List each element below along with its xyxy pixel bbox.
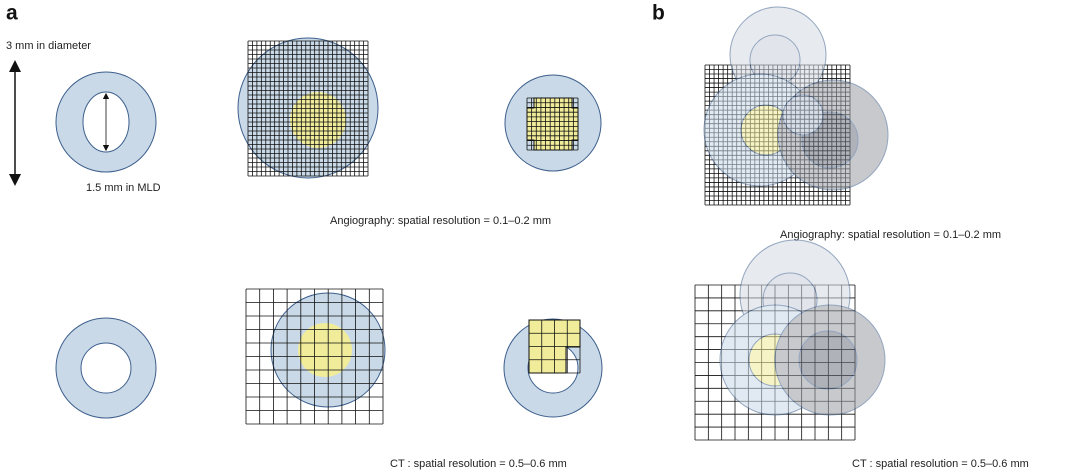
figure: a 3 mm in diameter 1.5 mm in MLD Angiogr… bbox=[0, 0, 1084, 474]
overlapping-vessels bbox=[720, 240, 885, 415]
caption: CT : spatial resolution = 0.5–0.6 mm bbox=[852, 458, 1029, 470]
overlapping-vessels bbox=[704, 7, 888, 190]
caption: CT : spatial resolution = 0.5–0.6 mm bbox=[390, 458, 567, 470]
pixelated-lumen bbox=[527, 98, 578, 150]
panel-label: b bbox=[652, 2, 665, 25]
lumen bbox=[81, 343, 131, 393]
panel-label: a bbox=[6, 2, 18, 25]
lumen bbox=[298, 323, 352, 377]
diameter-label: 3 mm in diameter bbox=[6, 40, 91, 52]
caption: Angiography: spatial resolution = 0.1–0.… bbox=[780, 229, 1001, 241]
mld-label: 1.5 mm in MLD bbox=[86, 182, 161, 194]
caption: Angiography: spatial resolution = 0.1–0.… bbox=[330, 215, 551, 227]
